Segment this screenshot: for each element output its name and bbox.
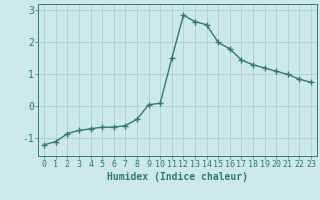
X-axis label: Humidex (Indice chaleur): Humidex (Indice chaleur): [107, 172, 248, 182]
